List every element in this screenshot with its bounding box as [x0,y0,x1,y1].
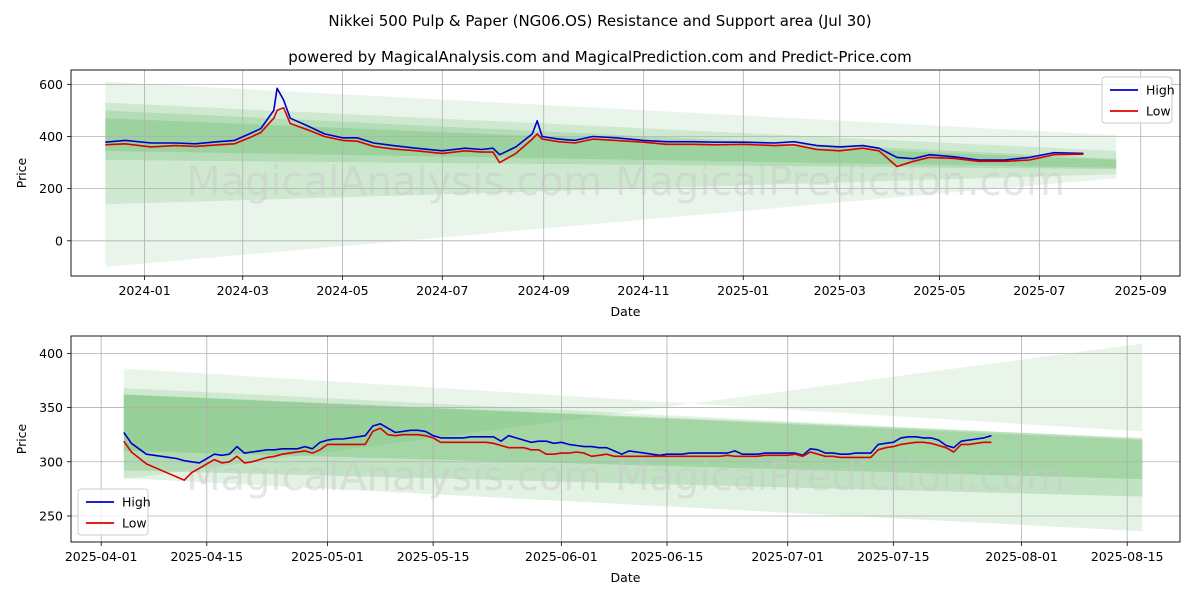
plot-area: MagicalAnalysis.com MagicalPrediction.co… [71,336,1180,542]
series-line-high [123,423,992,464]
x-axis-label: Date [611,304,641,319]
legend-label-low: Low [1146,104,1171,119]
y-tick-label: 0 [55,233,63,248]
series-line-high [105,87,1084,161]
plot-frame [70,69,1181,277]
top-panel: MagicalAnalysis.com MagicalPrediction.co… [14,69,1181,319]
y-tick-label: 400 [39,129,63,144]
plot-area: MagicalAnalysis.com MagicalPrediction.co… [71,70,1180,276]
legend-label-high: High [122,495,151,510]
x-tick-label: 2025-04-01 [65,549,138,564]
chart-title: Nikkei 500 Pulp & Paper (NG06.OS) Resist… [328,12,871,30]
x-tick-label: 2025-06-15 [631,549,704,564]
x-tick-label: 2024-05 [316,283,368,298]
y-tick-label: 300 [39,454,63,469]
x-axis-label: Date [611,570,641,585]
band-0 [105,81,1117,267]
band-3 [105,118,1117,168]
x-tick-label: 2024-09 [518,283,570,298]
x-tick-label: 2025-03 [814,283,866,298]
watermark-text: MagicalAnalysis.com MagicalPrediction.co… [186,454,1065,500]
x-tick-label: 2025-08-01 [985,549,1058,564]
band-1 [105,102,1117,205]
x-tick-label: 2025-07 [1013,283,1065,298]
y-tick-label: 600 [39,77,63,92]
y-tick-label: 400 [39,346,63,361]
series-line-low [105,107,1084,168]
legend-label-high: High [1146,83,1175,98]
x-tick-label: 2024-11 [617,283,669,298]
x-tick-label: 2024-07 [416,283,468,298]
y-tick-label: 250 [39,508,63,523]
y-axis-label: Price [14,157,29,188]
bottom-panel: MagicalAnalysis.com MagicalPrediction.co… [14,335,1181,585]
legend: High Low [77,488,151,536]
band-0 [123,343,1143,480]
x-tick-label: 2025-09 [1115,283,1167,298]
x-tick-label: 2025-05-15 [397,549,470,564]
plot-frame [70,335,1181,543]
band-2 [123,394,1143,497]
x-tick-label: 2025-05-01 [291,549,364,564]
x-tick-label: 2025-08-15 [1091,549,1164,564]
legend-label-low: Low [122,516,147,531]
x-tick-label: 2025-07-01 [751,549,824,564]
chart-subtitle: powered by MagicalAnalysis.com and Magic… [288,48,912,66]
band-3 [123,394,1143,480]
x-tick-label: 2025-05 [913,283,965,298]
y-tick-label: 200 [39,181,63,196]
watermark-text: MagicalAnalysis.com MagicalPrediction.co… [186,159,1065,205]
x-tick-label: 2025-01 [717,283,769,298]
x-tick-label: 2025-07-15 [857,549,930,564]
x-tick-label: 2025-06-01 [525,549,598,564]
x-tick-label: 2024-01 [118,283,170,298]
y-axis-label: Price [14,423,29,454]
legend: High Low [1101,76,1175,124]
x-tick-label: 2025-04-15 [170,549,243,564]
x-tick-label: 2024-03 [217,283,269,298]
series-line-low [123,427,992,481]
y-tick-label: 350 [39,400,63,415]
